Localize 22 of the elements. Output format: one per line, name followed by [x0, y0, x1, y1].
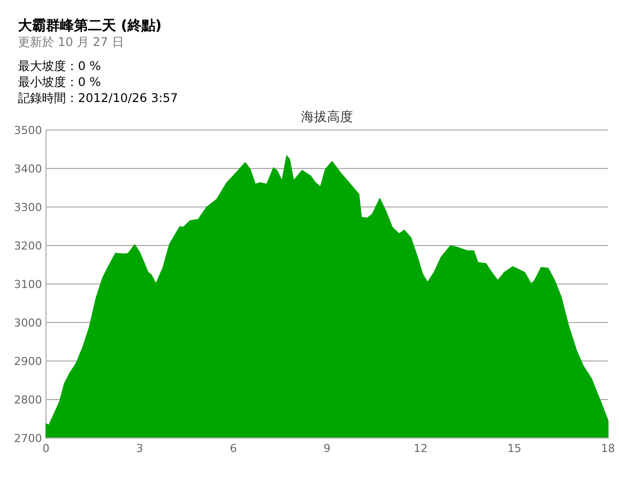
text: 海拔高度 [301, 109, 353, 125]
y-tick-label: 3100 [14, 278, 42, 291]
x-tick-label: 3 [136, 442, 144, 455]
y-tick-label: 3000 [14, 316, 42, 330]
x-tick-label: 0 [42, 442, 50, 455]
y-tick-label: 3200 [14, 240, 42, 252]
y-tick-label: 3300 [14, 201, 42, 214]
text: 最大坡度：0 % [18, 59, 101, 73]
chart-subtitle: 更新於 10 月 27 日 [18, 35, 124, 49]
text: 最小坡度：0 % [18, 75, 101, 89]
x-tick-label: 6 [230, 442, 237, 455]
x-tick-label: 18 [601, 442, 615, 455]
y-tick-label: 3500 [14, 124, 42, 137]
y-tick-label: 2900 [14, 355, 42, 368]
text: 記錄時間：2012/10/26 3:57 [18, 91, 178, 105]
y-tick-label: 2700 [14, 432, 42, 445]
x-tick-label: 15 [507, 442, 522, 455]
y-tick-label: 2800 [14, 394, 42, 406]
x-tick-label: 9 [324, 442, 330, 455]
x-tick-label: 12 [414, 442, 428, 455]
y-tick-label: 3400 [14, 162, 42, 176]
chart-title: 大霸群峰第二天 (終點) [18, 18, 162, 34]
